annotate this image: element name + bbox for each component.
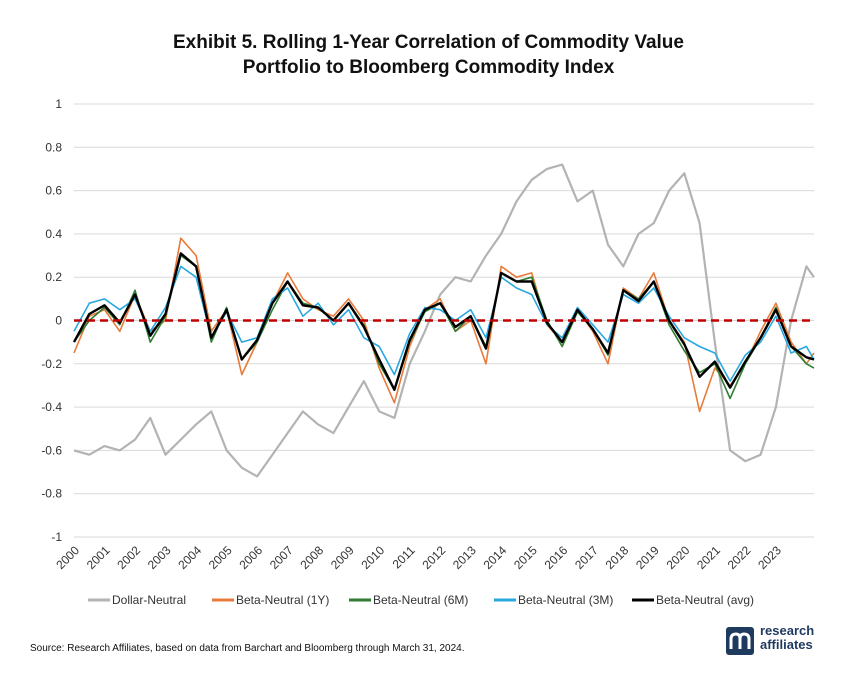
x-tick-label: 2018 [603, 543, 632, 572]
logo-wordmark: research affiliates [760, 624, 814, 652]
x-tick-label: 2010 [358, 543, 387, 572]
x-tick-label: 2019 [633, 543, 662, 572]
legend-label: Beta-Neutral (3M) [518, 593, 613, 607]
y-tick-label: 0 [55, 314, 62, 328]
y-tick-label: 0.8 [45, 140, 62, 154]
x-tick-label: 2011 [390, 543, 418, 571]
x-tick-label: 2009 [328, 543, 357, 572]
series-line-dollar-neutral [73, 163, 815, 478]
source-note: Source: Research Affiliates, based on da… [30, 643, 465, 654]
y-tick-label: 0.2 [45, 270, 62, 284]
y-tick-label: 1 [55, 97, 62, 111]
legend-label: Dollar-Neutral [112, 593, 186, 607]
x-tick-label: 2008 [297, 543, 326, 572]
legend-label: Beta-Neutral (6M) [373, 593, 468, 607]
chart-title: Exhibit 5. Rolling 1-Year Correlation of… [0, 30, 857, 80]
x-tick-label: 2002 [114, 543, 143, 572]
y-tick-label: -1 [51, 530, 62, 544]
x-tick-label: 2016 [542, 543, 571, 572]
research-affiliates-logo-icon [726, 627, 754, 655]
x-tick-label: 2003 [145, 543, 174, 572]
x-tick-label: 2014 [481, 543, 510, 572]
x-tick-label: 2001 [84, 543, 113, 572]
chart-title-line-2: Portfolio to Bloomberg Commodity Index [242, 57, 615, 78]
x-tick-label: 2023 [755, 543, 784, 572]
logo-line-2: affiliates [760, 637, 813, 652]
x-tick-label: 2017 [572, 543, 601, 572]
y-tick-label: -0.8 [41, 487, 62, 501]
x-tick-label: 2004 [175, 543, 204, 572]
legend-label: Beta-Neutral (1Y) [236, 593, 329, 607]
x-tick-label: 2021 [694, 543, 723, 572]
x-tick-label: 2022 [725, 543, 754, 572]
series-line-beta-neutral-1y [73, 237, 815, 413]
series-line-beta-neutral-avg [72, 252, 815, 391]
logo-line-1: research [760, 623, 815, 638]
x-tick-label: 2006 [236, 543, 265, 572]
y-tick-label: -0.4 [41, 400, 62, 414]
y-tick-label: -0.6 [41, 443, 62, 457]
x-tick-label: 2007 [267, 543, 296, 572]
x-tick-label: 2012 [420, 543, 449, 572]
x-tick-label: 2020 [664, 543, 693, 572]
chart-title-line-1: Exhibit 5. Rolling 1-Year Correlation of… [173, 32, 684, 53]
y-tick-label: -0.2 [41, 357, 62, 371]
y-tick-label: 0.4 [45, 227, 62, 241]
x-tick-label: 2013 [450, 543, 479, 572]
y-tick-label: 0.6 [45, 184, 62, 198]
legend-label: Beta-Neutral (avg) [656, 593, 754, 607]
x-tick-label: 2005 [206, 543, 235, 572]
x-tick-label: 2000 [53, 543, 82, 572]
x-tick-label: 2015 [511, 543, 540, 572]
research-affiliates-logo: research affiliates [726, 624, 836, 658]
